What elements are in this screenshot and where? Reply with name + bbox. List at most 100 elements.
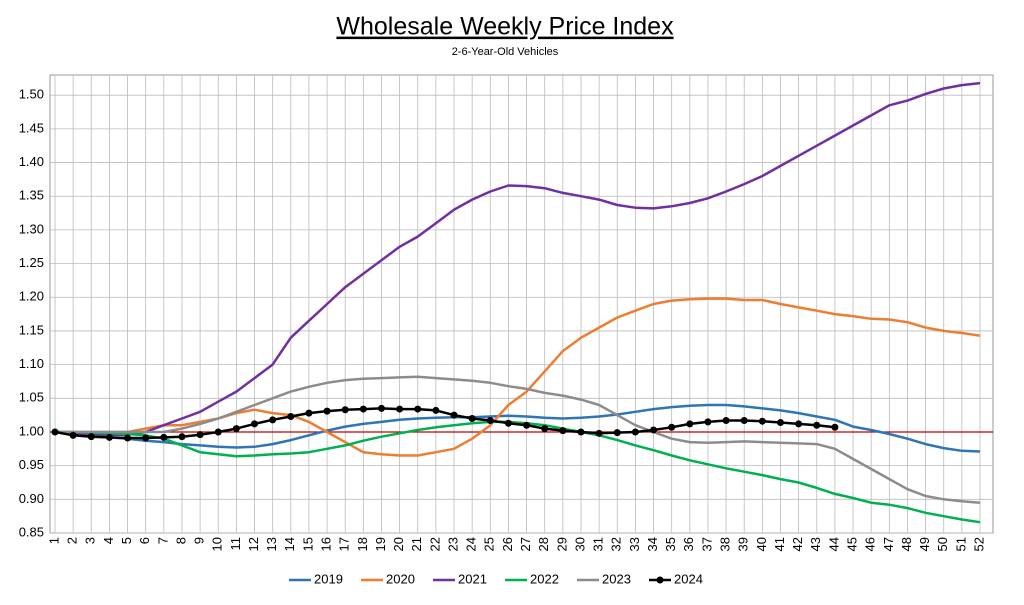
data-point — [432, 406, 440, 414]
x-tick-label: 43 — [808, 537, 823, 551]
legend-label: 2024 — [674, 571, 703, 586]
data-point — [287, 412, 295, 420]
data-point — [795, 420, 803, 428]
x-tick-label: 30 — [572, 537, 587, 551]
x-tick-label: 4 — [101, 537, 116, 544]
x-tick-label: 46 — [863, 537, 878, 551]
y-tick-label: 0.85 — [19, 524, 44, 539]
x-tick-label: 9 — [192, 537, 207, 544]
x-tick-label: 12 — [246, 537, 261, 551]
data-point — [251, 420, 259, 428]
x-tick-label: 21 — [409, 537, 424, 551]
x-tick-label: 17 — [337, 537, 352, 551]
y-tick-label: 1.20 — [19, 289, 44, 304]
x-tick-label: 18 — [355, 537, 370, 551]
x-tick-label: 23 — [445, 537, 460, 551]
x-tick-label: 51 — [953, 537, 968, 551]
series-line — [54, 403, 981, 453]
series — [51, 404, 839, 442]
data-point — [142, 434, 150, 442]
data-point — [468, 415, 476, 422]
y-tick-label: 1.45 — [19, 120, 44, 135]
data-point — [831, 423, 839, 431]
x-tick-label: 5 — [119, 537, 134, 544]
x-tick-label: 8 — [173, 537, 188, 544]
x-tick-label: 22 — [427, 537, 442, 551]
x-tick-label: 44 — [826, 537, 841, 551]
data-point — [305, 409, 313, 417]
legend-label: 2023 — [602, 571, 631, 586]
x-tick-label: 34 — [645, 537, 660, 551]
x-tick-label: 20 — [391, 537, 406, 551]
legend-marker — [656, 576, 664, 584]
x-tick-label: 27 — [518, 537, 533, 551]
y-tick-label: 1.00 — [19, 423, 44, 438]
data-point — [776, 419, 784, 427]
data-point — [577, 428, 585, 436]
x-tick-label: 38 — [718, 537, 733, 551]
x-tick-label: 6 — [137, 537, 152, 544]
x-tick-label: 25 — [482, 537, 497, 551]
x-tick-label: 35 — [663, 537, 678, 551]
x-tick-label: 36 — [681, 537, 696, 551]
x-tick-label: 33 — [627, 537, 642, 551]
legend-label: 2021 — [458, 571, 487, 586]
data-point — [668, 423, 676, 431]
data-point — [722, 417, 730, 425]
data-point — [650, 426, 658, 434]
data-point — [758, 417, 766, 425]
chart-title: Wholesale Weekly Price Index — [336, 13, 674, 41]
series — [55, 375, 981, 504]
plot-frame — [49, 74, 994, 534]
data-point — [396, 405, 404, 413]
data-point — [124, 434, 132, 442]
x-tick-label: 7 — [155, 537, 170, 544]
data-point — [323, 407, 331, 415]
y-tick-label: 1.35 — [19, 188, 44, 203]
x-tick-label: 31 — [591, 537, 606, 551]
data-point — [51, 428, 59, 436]
y-tick-label: 1.25 — [19, 255, 44, 270]
data-point — [486, 417, 494, 425]
legend-label: 2020 — [386, 571, 415, 586]
series-line — [55, 420, 981, 524]
x-tick-label: 15 — [300, 537, 315, 551]
data-point — [377, 404, 385, 412]
data-point — [232, 425, 240, 433]
series — [55, 420, 981, 524]
y-tick-label: 1.15 — [19, 322, 44, 337]
x-tick-label: 40 — [754, 537, 769, 551]
x-tick-label: 2 — [65, 537, 80, 544]
x-tick-label: 47 — [881, 537, 896, 551]
data-point — [69, 431, 77, 439]
x-tick-label: 45 — [844, 537, 859, 551]
x-tick-label: 13 — [264, 537, 279, 551]
x-tick-label: 3 — [83, 537, 98, 544]
x-tick-label: 42 — [790, 537, 805, 551]
data-point — [504, 419, 512, 427]
x-tick-label: 50 — [935, 537, 950, 551]
chart-subtitle: 2-6-Year-Old Vehicles — [452, 46, 559, 58]
data-point — [631, 428, 639, 436]
y-tick-label: 1.40 — [19, 154, 44, 169]
data-point — [704, 418, 712, 426]
x-tick-label: 28 — [536, 537, 551, 551]
series-line — [55, 375, 981, 504]
series — [54, 403, 981, 453]
data-point — [523, 421, 531, 429]
x-tick-label: 11 — [228, 537, 243, 551]
x-tick-label: 32 — [609, 537, 624, 551]
legend-label: 2019 — [314, 571, 343, 586]
data-point — [359, 405, 367, 413]
x-tick-label: 29 — [554, 537, 569, 551]
x-tick-label: 1 — [46, 537, 61, 544]
x-tick-label: 19 — [373, 537, 388, 551]
x-tick-label: 52 — [971, 537, 986, 551]
legend-label: 2022 — [530, 571, 559, 586]
x-tick-label: 41 — [772, 537, 787, 551]
series-line — [54, 81, 981, 436]
x-tick-label: 26 — [500, 537, 515, 551]
data-point — [214, 428, 222, 436]
x-tick-label: 49 — [917, 537, 932, 551]
